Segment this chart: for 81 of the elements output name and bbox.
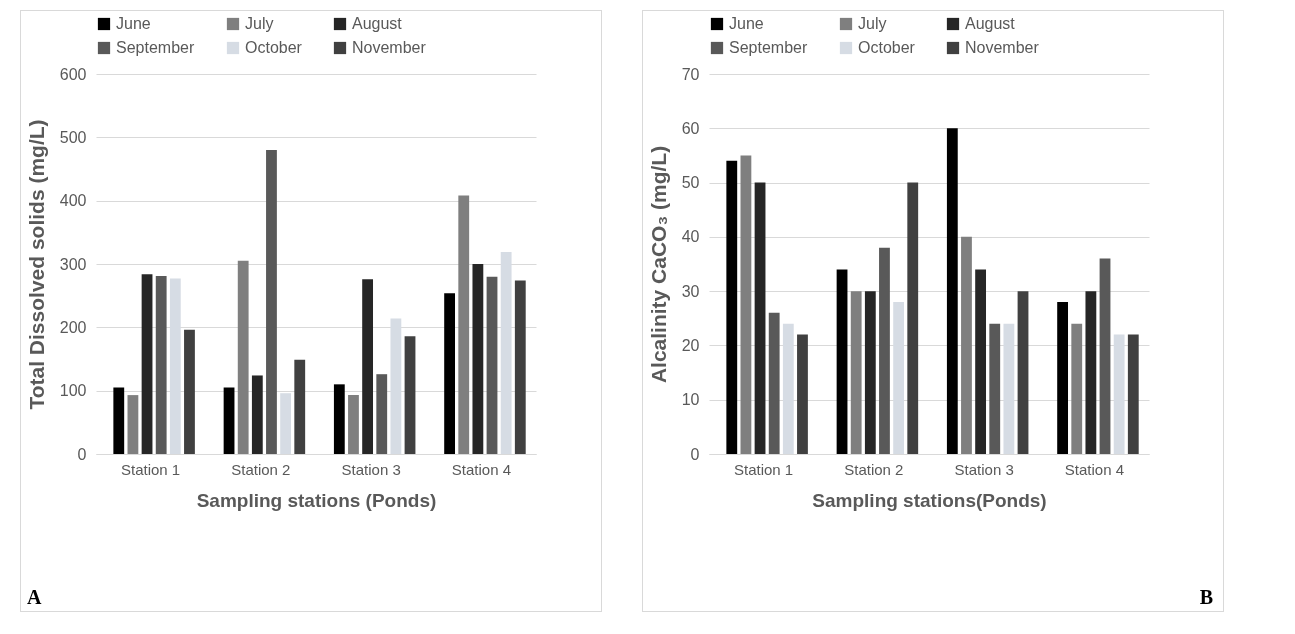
- y-axis-title: Alcalinity CaCO₃ (mg/L): [646, 145, 670, 384]
- bar: [486, 276, 498, 454]
- legend-label: July: [858, 15, 887, 32]
- legend-label: October: [245, 39, 303, 56]
- bar: [1127, 334, 1139, 454]
- x-tick-label: Station 4: [451, 460, 512, 478]
- bar: [155, 276, 167, 454]
- x-tick-label: Station 2: [231, 460, 291, 478]
- bar: [294, 359, 306, 454]
- y-tick-label: 50: [681, 174, 700, 192]
- bar: [266, 150, 277, 454]
- bar: [348, 395, 359, 454]
- bar: [740, 155, 752, 454]
- bar: [251, 375, 263, 454]
- bar: [127, 395, 139, 454]
- text: A: [27, 586, 42, 609]
- bar: [1099, 258, 1111, 454]
- bar: [458, 195, 470, 454]
- bar: [1017, 291, 1029, 454]
- bar: [333, 384, 345, 454]
- legend-label: August: [965, 15, 1016, 32]
- x-tick-label: Station 4: [1064, 460, 1125, 478]
- bar: [975, 269, 987, 454]
- x-axis-title: Sampling stations(Ponds): [812, 489, 1047, 511]
- legend-label: June: [729, 15, 764, 32]
- bar: [850, 291, 862, 454]
- bar: [1057, 302, 1069, 454]
- y-tick-label: 0: [77, 445, 87, 463]
- bar: [237, 260, 249, 454]
- text: B: [1199, 586, 1213, 609]
- bar: [184, 329, 195, 454]
- bar: [141, 274, 153, 454]
- x-axis-title: Sampling stations (Ponds): [196, 489, 437, 511]
- bar: [768, 312, 780, 454]
- bar: [754, 182, 766, 454]
- bar: [1071, 323, 1083, 454]
- bar: [864, 291, 876, 454]
- y-tick-label: 0: [690, 445, 700, 463]
- legend-label: July: [245, 15, 274, 32]
- bar: [879, 247, 890, 454]
- legend-label: August: [352, 15, 403, 32]
- y-tick-label: 70: [681, 65, 700, 83]
- y-tick-label: 20: [681, 336, 700, 354]
- y-axis-title: Total Dissolved solids (mg/L): [24, 119, 48, 410]
- bar: [726, 160, 738, 454]
- bar: [961, 236, 972, 454]
- x-tick-label: Station 3: [341, 460, 401, 478]
- bar: [362, 279, 374, 454]
- bar: [514, 280, 526, 454]
- y-tick-label: 300: [59, 255, 87, 273]
- bar: [223, 387, 235, 454]
- bar: [797, 334, 808, 454]
- x-tick-label: Station 1: [733, 460, 794, 478]
- legend-label: November: [965, 39, 1040, 56]
- bar: [113, 387, 125, 454]
- y-tick-label: 500: [59, 128, 87, 146]
- bar: [946, 128, 958, 454]
- legend-label: November: [352, 39, 427, 56]
- bar: [1085, 291, 1097, 454]
- bar: [472, 264, 484, 454]
- bar: [907, 182, 919, 454]
- x-tick-label: Station 2: [844, 460, 904, 478]
- legend-label: September: [116, 39, 195, 56]
- bar: [376, 374, 388, 454]
- y-tick-label: 100: [59, 382, 87, 400]
- legend-label: June: [116, 15, 151, 32]
- bar: [989, 323, 1001, 454]
- y-tick-label: 40: [681, 228, 700, 246]
- legend-label: October: [858, 39, 916, 56]
- y-tick-label: 10: [681, 391, 700, 409]
- y-tick-label: 200: [59, 318, 87, 336]
- x-tick-label: Station 3: [954, 460, 1014, 478]
- y-tick-label: 60: [681, 119, 700, 137]
- bar: [836, 269, 848, 454]
- y-tick-label: 30: [681, 282, 700, 300]
- bar: [404, 336, 416, 454]
- bar: [444, 293, 456, 454]
- y-tick-label: 600: [59, 65, 87, 83]
- legend-label: September: [729, 39, 808, 56]
- y-tick-label: 400: [59, 192, 87, 210]
- x-tick-label: Station 1: [120, 460, 181, 478]
